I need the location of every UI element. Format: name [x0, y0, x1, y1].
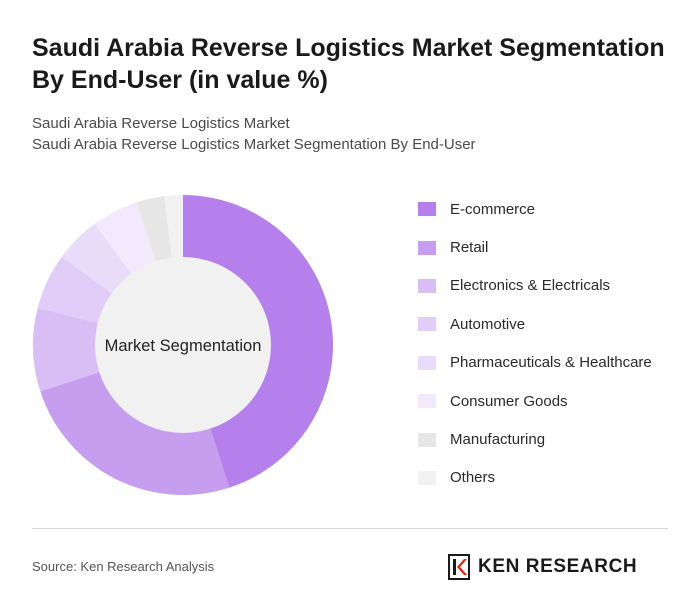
center-label: Market Segmentation	[105, 337, 262, 355]
legend-swatch	[418, 394, 436, 409]
legend-label: E-commerce	[450, 200, 536, 218]
legend-item-retail: Retail	[418, 228, 688, 266]
legend-item-pharmaceuticals-healthcare: Pharmaceuticals & Healthcare	[418, 344, 688, 382]
legend-swatch	[418, 240, 436, 255]
donut-hole	[95, 257, 271, 433]
donut-chart: Market Segmentation	[32, 195, 334, 496]
logo-text: KEN RESEARCH	[478, 556, 638, 577]
subtitle-line-1: Saudi Arabia Reverse Logistics Market	[32, 115, 290, 132]
legend-swatch	[418, 470, 436, 485]
legend-label: Automotive	[450, 315, 526, 333]
legend-item-manufacturing: Manufacturing	[418, 420, 688, 458]
legend-label: Pharmaceuticals & Healthcare	[450, 354, 652, 372]
legend-label: Electronics & Electricals	[450, 277, 611, 295]
ken-research-logo: KEN RESEARCH	[448, 554, 637, 580]
legend-item-electronics-electricals: Electronics & Electricals	[418, 267, 688, 305]
legend-label: Consumer Goods	[450, 392, 568, 410]
source-note: Source: Ken Research Analysis	[32, 559, 215, 574]
chart-subtitle: Saudi Arabia Reverse Logistics Market Sa…	[32, 113, 672, 155]
legend-item-consumer-goods: Consumer Goods	[418, 382, 688, 420]
legend-item-automotive: Automotive	[418, 305, 688, 343]
subtitle-line-2: Saudi Arabia Reverse Logistics Market Se…	[32, 136, 476, 153]
legend-label: Manufacturing	[450, 431, 546, 449]
legend-label: Others	[450, 469, 496, 487]
footer-divider	[32, 528, 668, 529]
legend-swatch	[418, 202, 436, 217]
legend-swatch	[418, 432, 436, 447]
chart-legend: E-commerce Retail Electronics & Electrical…	[418, 190, 688, 497]
chart-title: Saudi Arabia Reverse Logistics Market Se…	[32, 34, 665, 94]
legend-label: Retail	[450, 239, 489, 257]
legend-item-others: Others	[418, 459, 688, 497]
logo-mark-icon	[448, 554, 470, 580]
legend-swatch	[418, 278, 436, 293]
legend-swatch	[418, 317, 436, 332]
legend-item-e-commerce: E-commerce	[418, 190, 688, 228]
legend-swatch	[418, 355, 436, 370]
